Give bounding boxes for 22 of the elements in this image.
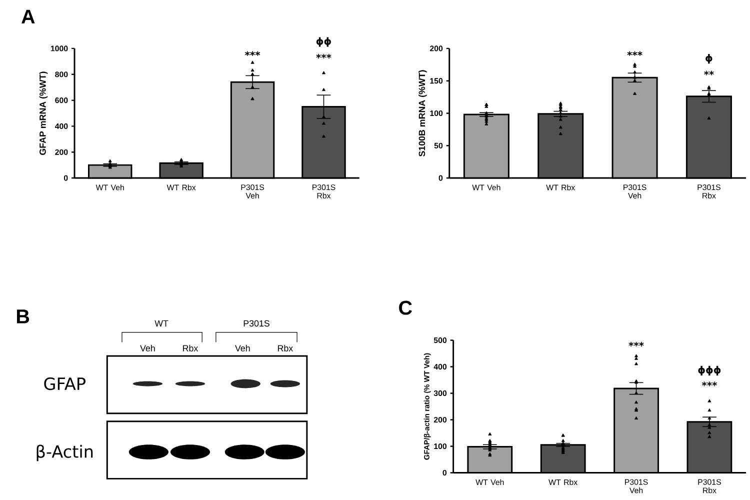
text: Veh (140, 344, 155, 352)
text: β-Actin (36, 444, 93, 461)
y-axis-title: GFAP mRNA (%WT) (39, 71, 48, 155)
annotation: ϕϕϕ (698, 366, 721, 376)
text: Veh (235, 344, 250, 352)
text: WT (154, 320, 168, 326)
annotation: ϕ (706, 54, 712, 64)
text: GFAP (44, 377, 86, 390)
annotation: *** (702, 381, 718, 386)
chart-title: C (399, 300, 412, 315)
text: Rbx (183, 344, 198, 352)
annotation: *** (628, 342, 644, 346)
text: Rbx (278, 344, 293, 352)
chart-title: A (22, 10, 35, 24)
annotation: *** (316, 54, 332, 58)
annotation: *** (244, 51, 260, 56)
y-axis-title: S100B mRNA (%WT) (418, 70, 427, 156)
text: B (17, 309, 30, 324)
annotation: ** (704, 70, 714, 76)
text: ϕϕ (316, 36, 331, 47)
text: P301S (244, 320, 270, 326)
annotation: *** (627, 51, 642, 56)
